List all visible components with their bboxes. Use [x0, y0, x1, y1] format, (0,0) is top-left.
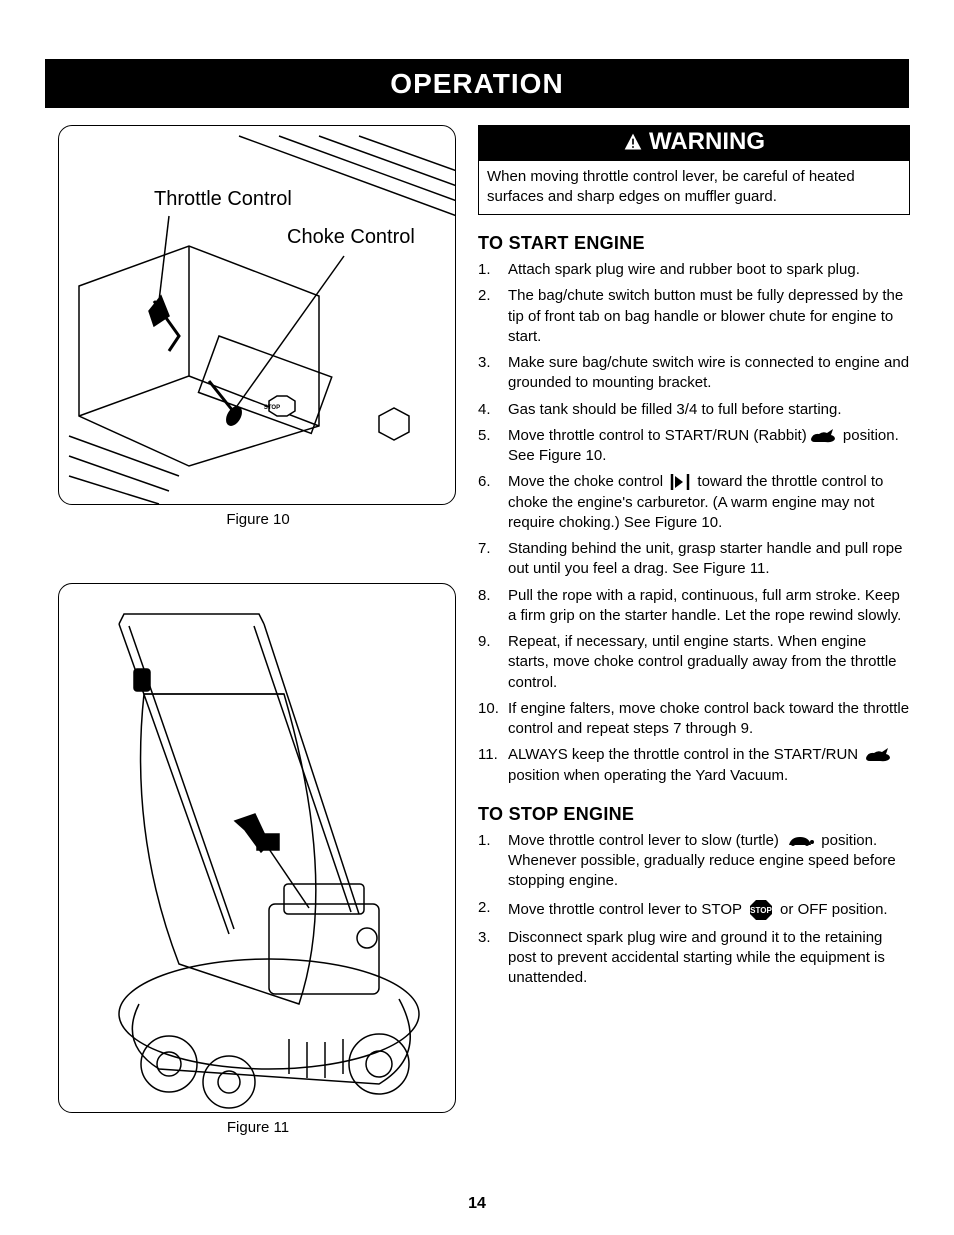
figure-10-caption: Figure 10: [58, 511, 458, 528]
step-item: Disconnect spark plug wire and ground it…: [478, 928, 910, 989]
figure-10-label-choke: Choke Control: [287, 226, 415, 249]
warning-triangle-icon: [623, 132, 643, 152]
step-item: Repeat, if necessary, until engine start…: [478, 632, 910, 693]
step-item: Attach spark plug wire and rubber boot t…: [478, 260, 910, 280]
warning-header: WARNING: [478, 125, 910, 161]
figures-column: STOP Throttle Control Choke Control Figu…: [58, 125, 458, 1136]
figure-10-illustration: STOP: [59, 126, 456, 505]
rabbit-icon: [864, 746, 892, 764]
svg-text:STOP: STOP: [264, 405, 280, 411]
step-item: Gas tank should be filled 3/4 to full be…: [478, 400, 910, 420]
warning-heading-text: WARNING: [649, 128, 765, 156]
step-item: Move the choke control toward the thrott…: [478, 472, 910, 533]
instructions-column: WARNING When moving throttle control lev…: [478, 125, 910, 994]
svg-text:STOP: STOP: [750, 906, 772, 915]
step-text: or OFF position.: [776, 900, 888, 917]
section-header: OPERATION: [45, 59, 909, 108]
step-text: Move throttle control lever to slow (tur…: [508, 832, 783, 849]
step-text: Move throttle control to START/RUN (Rabb…: [508, 427, 807, 444]
page-number: 14: [0, 1195, 954, 1213]
start-engine-heading: TO START ENGINE: [478, 233, 910, 254]
warning-body: When moving throttle control lever, be c…: [478, 161, 910, 215]
step-item: Pull the rope with a rapid, continuous, …: [478, 586, 910, 627]
choke-lever-icon: [669, 472, 691, 492]
step-item: Move throttle control lever to slow (tur…: [478, 831, 910, 892]
start-engine-steps: Attach spark plug wire and rubber boot t…: [478, 260, 910, 786]
step-item: The bag/chute switch button must be full…: [478, 286, 910, 347]
stop-engine-heading: TO STOP ENGINE: [478, 804, 910, 825]
step-item: If engine falters, move choke control ba…: [478, 699, 910, 740]
step-text: position when operating the Yard Vacuum.: [508, 767, 788, 784]
figure-10: STOP Throttle Control Choke Control: [58, 125, 456, 505]
figure-10-label-throttle: Throttle Control: [154, 188, 292, 211]
step-item: Make sure bag/chute switch wire is conne…: [478, 353, 910, 394]
step-text: Move the choke control: [508, 473, 667, 490]
step-text: ALWAYS keep the throttle control in the …: [508, 746, 862, 763]
turtle-icon: [785, 833, 815, 849]
step-item: ALWAYS keep the throttle control in the …: [478, 745, 910, 786]
stop-engine-steps: Move throttle control lever to slow (tur…: [478, 831, 910, 989]
step-text: Move throttle control lever to STOP: [508, 900, 746, 917]
figure-11: [58, 583, 456, 1113]
section-title: OPERATION: [390, 68, 563, 100]
step-item: Standing behind the unit, grasp starter …: [478, 539, 910, 580]
figure-11-illustration: [59, 584, 456, 1113]
stop-sign-icon: STOP: [748, 898, 774, 922]
rabbit-icon: [809, 427, 837, 445]
figure-11-caption: Figure 11: [58, 1119, 458, 1136]
step-item: Move throttle control lever to STOP STOP…: [478, 898, 910, 922]
step-item: Move throttle control to START/RUN (Rabb…: [478, 426, 910, 467]
